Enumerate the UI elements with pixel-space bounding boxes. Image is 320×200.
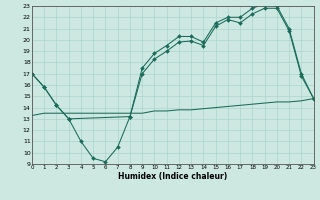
X-axis label: Humidex (Indice chaleur): Humidex (Indice chaleur) <box>118 172 228 181</box>
